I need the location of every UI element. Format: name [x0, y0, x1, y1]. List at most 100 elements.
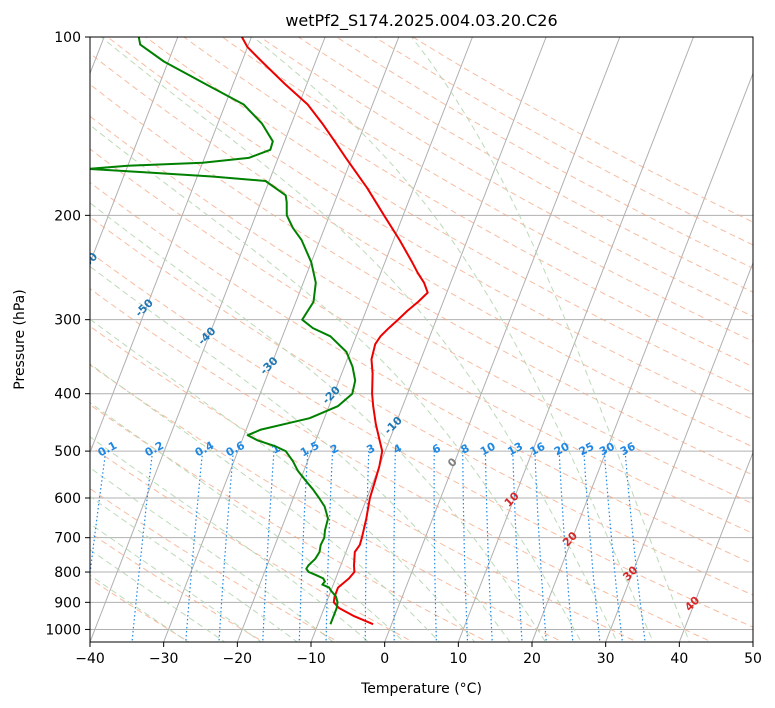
moist-adiabat-line	[90, 363, 441, 642]
x-tick-label: 20	[523, 651, 541, 667]
dry-adiabat-line	[90, 325, 639, 642]
y-tick-label: 700	[54, 531, 81, 547]
isotherm-label: -40	[195, 324, 218, 347]
isotherm-label: -60	[77, 250, 100, 273]
isotherm-label: -50	[133, 296, 156, 319]
isotherm-label: -10	[382, 414, 405, 437]
mixing-ratio-label: 6	[430, 441, 443, 456]
isotherm-label: -30	[257, 354, 280, 377]
moist-adiabats	[90, 37, 691, 642]
moist-adiabat-line	[90, 549, 226, 642]
x-tick-label: −10	[296, 651, 326, 667]
isotherm-line	[90, 37, 326, 642]
y-tick-label: 600	[54, 491, 81, 507]
mixing-ratio-line	[90, 451, 107, 579]
mixing-ratio-line	[583, 451, 601, 642]
x-tick-label: 50	[744, 651, 762, 667]
mixing-ratio-label: 13	[505, 440, 525, 459]
dry-adiabat-line	[90, 404, 489, 642]
mixing-ratio-label: 3	[364, 442, 377, 457]
mixing-ratio-line	[534, 451, 547, 642]
isotherm-line	[90, 37, 252, 454]
x-tick-label: −20	[223, 651, 253, 667]
profile-series	[90, 37, 429, 626]
y-tick-label: 200	[54, 208, 81, 224]
line-labels: 0.10.20.40.611.52346810131620253036-100-…	[24, 196, 703, 614]
moist-adiabat-line	[90, 401, 405, 642]
chart-title: wetPf2_S174.2025.004.03.20.C26	[285, 11, 557, 31]
isotherm-label: 20	[560, 529, 580, 549]
mixing-ratio-label: 30	[597, 440, 617, 459]
axes: −40 −30 −20 −10 0 10 20 30 40 5010009008007006005…	[45, 30, 762, 667]
isotherm-label: 10	[502, 489, 522, 509]
moist-adiabat-line	[90, 436, 370, 642]
dry-adiabat-line	[90, 83, 753, 476]
mixing-ratio-line	[393, 451, 396, 642]
moist-adiabat-line	[90, 124, 582, 642]
dewpoint-line	[90, 37, 357, 625]
y-tick-label: 1000	[45, 622, 81, 638]
dry-adiabat-line	[144, 37, 753, 394]
dry-adiabat-line	[411, 37, 753, 223]
isotherm-label: -70	[24, 196, 47, 219]
mixing-ratio-line	[298, 451, 309, 642]
x-tick-label: 30	[597, 651, 615, 667]
dry-adiabat-line	[90, 216, 753, 596]
plot-frame	[89, 36, 754, 643]
mixing-ratio-label: 20	[552, 440, 572, 459]
mixing-ratio-line	[558, 451, 574, 642]
isotherm-line	[752, 640, 753, 642]
dry-adiabat-line	[90, 52, 753, 448]
isotherm-line	[605, 261, 753, 642]
moist-adiabat-line	[90, 202, 547, 642]
dry-adiabat-line	[106, 37, 753, 421]
moist-adiabat-line	[411, 37, 691, 642]
x-tick-label: −40	[75, 651, 105, 667]
x-tick-label: 40	[670, 651, 688, 667]
isotherm-line	[236, 37, 473, 642]
dry-adiabat-line	[259, 37, 753, 317]
isotherm-label: 40	[682, 594, 702, 614]
moist-adiabat-line	[100, 37, 618, 642]
mixing-ratio-label: 0.1	[96, 439, 119, 460]
moist-adiabat-line	[90, 318, 476, 642]
dry-adiabat-line	[90, 364, 564, 642]
x-tick-label: −30	[149, 651, 179, 667]
dry-adiabat-line	[90, 488, 340, 642]
y-tick-label: 800	[54, 565, 81, 581]
mixing-ratio-line	[462, 451, 469, 642]
moist-adiabat-line	[90, 574, 189, 642]
y-tick-label: 400	[54, 387, 81, 403]
dry-adiabat-line	[90, 251, 753, 628]
mixing-ratio-line	[325, 451, 334, 642]
mixing-ratio-label: 8	[459, 442, 472, 457]
dry-adiabat-line	[183, 37, 753, 368]
mixing-ratio-line	[433, 451, 438, 642]
mixing-ratio-label: 10	[478, 440, 498, 459]
dry-adiabat-line	[373, 37, 753, 246]
isotherm-line	[90, 37, 179, 265]
isotherm-line	[384, 37, 621, 642]
x-axis-label: Temperature (°C)	[360, 681, 482, 697]
isotherm-line	[163, 37, 400, 642]
y-tick-label: 500	[54, 444, 81, 460]
mixing-ratio-label: 0.4	[193, 439, 217, 460]
dry-adiabat-line	[335, 37, 753, 269]
mixing-ratio-label: 0.6	[224, 439, 248, 460]
temperature-line	[241, 37, 429, 626]
y-axis-label: Pressure (hPa)	[12, 289, 28, 389]
dry-adiabat-line	[90, 115, 753, 505]
isotherm-line	[531, 71, 753, 642]
mixing-ratio-line	[603, 451, 624, 642]
y-tick-label: 300	[54, 313, 81, 329]
dry-adiabats	[90, 37, 753, 642]
moist-adiabat-line	[90, 265, 511, 642]
dry-adiabat-line	[90, 288, 714, 642]
isotherm-label: 0	[445, 455, 460, 470]
y-tick-label: 100	[54, 30, 81, 46]
x-tick-label: 0	[380, 651, 389, 667]
dry-adiabat-line	[90, 532, 265, 642]
mixing-ratio-label: 25	[577, 440, 597, 459]
y-tick-label: 900	[54, 595, 81, 611]
